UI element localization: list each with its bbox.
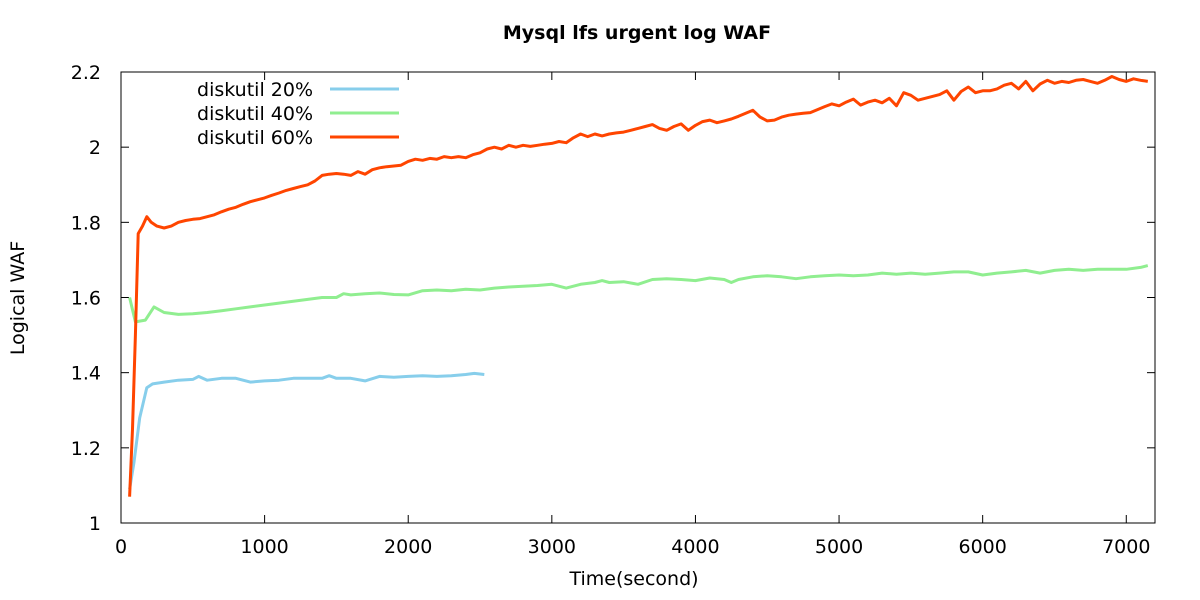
legend-label-1: diskutil 20% bbox=[197, 79, 313, 101]
x-tick-label: 5000 bbox=[815, 536, 863, 558]
series-line-2 bbox=[128, 264, 1149, 324]
series-lines bbox=[128, 75, 1149, 497]
x-axis: 0 1000 2000 3000 4000 5000 6000 7000 bbox=[115, 72, 1150, 558]
series-line-1 bbox=[128, 371, 485, 490]
legend-label-3: diskutil 60% bbox=[197, 127, 313, 149]
y-axis-label: Logical WAF bbox=[7, 241, 29, 355]
x-tick-label: 3000 bbox=[528, 536, 576, 558]
x-tick-label: 4000 bbox=[671, 536, 719, 558]
x-tick-label: 6000 bbox=[958, 536, 1006, 558]
x-tick-label: 2000 bbox=[384, 536, 432, 558]
y-tick-label: 1 bbox=[89, 513, 101, 535]
y-tick-label: 1.8 bbox=[71, 212, 101, 234]
y-tick-label: 2.2 bbox=[71, 62, 101, 84]
chart-title: Mysql lfs urgent log WAF bbox=[503, 22, 771, 44]
series-line-3 bbox=[128, 75, 1149, 497]
y-tick-label: 1.6 bbox=[71, 288, 101, 310]
y-axis: 1 1.2 1.4 1.6 1.8 2 2.2 bbox=[71, 62, 1155, 535]
x-tick-label: 1000 bbox=[240, 536, 288, 558]
legend: diskutil 20%diskutil 40%diskutil 60% bbox=[197, 79, 399, 149]
x-tick-label: 0 bbox=[115, 536, 127, 558]
legend-label-2: diskutil 40% bbox=[197, 103, 313, 125]
y-tick-label: 2 bbox=[89, 137, 101, 159]
y-tick-label: 1.2 bbox=[71, 438, 101, 460]
y-tick-label: 1.4 bbox=[71, 363, 101, 385]
x-axis-label: Time(second) bbox=[568, 568, 698, 590]
x-tick-label: 7000 bbox=[1102, 536, 1150, 558]
